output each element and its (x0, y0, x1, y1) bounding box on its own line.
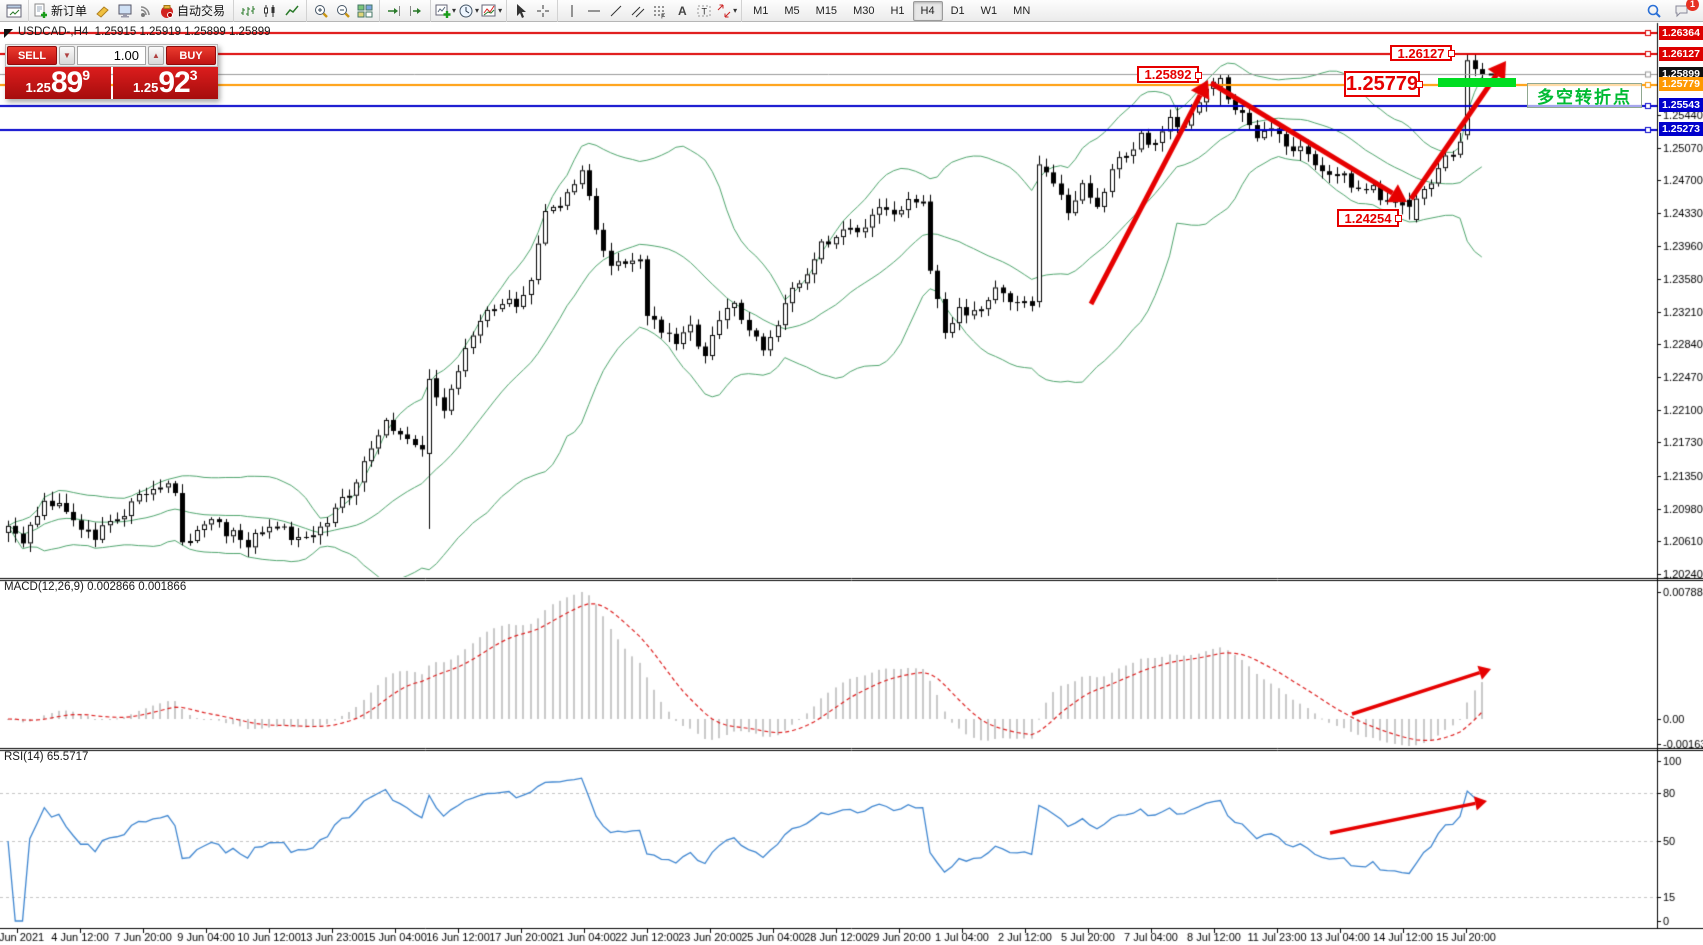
toolbar-group-objects: F A T ▾ (557, 0, 741, 22)
signals-icon[interactable] (136, 0, 158, 22)
sell-button[interactable]: SELL (7, 46, 57, 65)
timeframe-m15[interactable]: M15 (815, 4, 838, 17)
profiles-icon[interactable] (92, 0, 114, 22)
shift-chart-button[interactable] (383, 0, 405, 22)
volume-down-button[interactable]: ▼ (59, 46, 75, 65)
toolbar-group-zoom (306, 0, 379, 22)
sell-price-sup: 9 (82, 67, 90, 83)
price-tag: 1.25543 (1659, 98, 1703, 112)
svg-text:T: T (702, 6, 708, 16)
candlestick-chart-button[interactable] (259, 0, 281, 22)
new-chart-button[interactable]: ▾ (434, 0, 457, 22)
search-icon[interactable] (1643, 0, 1665, 22)
sell-price-prefix: 1.25 (25, 80, 51, 95)
price-tag: 1.25779 (1659, 77, 1703, 91)
buy-button[interactable]: BUY (166, 46, 216, 65)
timeframe-m30[interactable]: M30 (853, 4, 875, 17)
toolbar-group-new: ▾ ▾ ▾ (430, 0, 506, 22)
text-label-button[interactable]: T (693, 0, 715, 22)
timeframe-d1[interactable]: D1 (950, 4, 965, 17)
price-label-annotation[interactable]: 1.26127 (1390, 45, 1455, 61)
buy-price-prefix: 1.25 (133, 80, 159, 95)
chevron-down-icon[interactable]: ▾ (452, 6, 457, 15)
timeframe-h1[interactable]: H1 (890, 4, 905, 17)
trade-panel-prices: 1.25 89 9 1.25 92 3 (5, 67, 218, 99)
price-tag: 1.26364 (1659, 26, 1703, 40)
timeframe-m1[interactable]: M1 (753, 4, 769, 17)
support-zone-bar[interactable] (1438, 78, 1516, 87)
buy-price-big: 92 (158, 66, 190, 99)
svg-text:A: A (678, 4, 687, 18)
toolbar-group-scroll (379, 0, 430, 22)
chevron-down-icon[interactable]: ▾ (475, 6, 480, 15)
fibonacci-button[interactable]: F (649, 0, 671, 22)
buy-price[interactable]: 1.25 92 3 (112, 66, 218, 99)
text-button[interactable]: A (671, 0, 693, 22)
cursor-button[interactable] (510, 0, 532, 22)
auto-scroll-button[interactable] (405, 0, 427, 22)
bar-chart-button[interactable] (237, 0, 259, 22)
arrows-button[interactable]: ▾ (715, 0, 738, 22)
new-order-button[interactable]: 新订单 (32, 0, 92, 22)
market-watch-icon[interactable] (114, 0, 136, 22)
equidistant-channel-button[interactable] (627, 0, 649, 22)
timeframe-mn[interactable]: MN (1013, 4, 1031, 17)
toolbar-group-timeframes: M1 M5 M15 M30 H1 H4 D1 W1 MN (741, 0, 1041, 22)
notification-badge: 1 (1686, 0, 1699, 11)
svg-text:F: F (661, 13, 665, 19)
chart-ohlc-title: USDCAD-,H4 1.25915 1.25919 1.25899 1.258… (18, 26, 271, 38)
zoom-in-button[interactable] (310, 0, 332, 22)
volume-input[interactable] (77, 46, 146, 65)
toolbar-group-window (0, 0, 28, 22)
volume-up-button[interactable]: ▲ (148, 46, 164, 65)
price-tag: 1.25273 (1659, 122, 1703, 136)
vertical-line-button[interactable] (561, 0, 583, 22)
trendline-button[interactable] (605, 0, 627, 22)
chevron-down-icon[interactable]: ▾ (498, 6, 503, 15)
chat-icon[interactable]: 1 (1671, 0, 1699, 22)
price-label-annotation[interactable]: 1.25892 (1137, 66, 1202, 83)
zoom-out-button[interactable] (332, 0, 354, 22)
indicators-button[interactable]: ▾ (480, 0, 503, 22)
price-tag: 1.26127 (1659, 47, 1703, 61)
timeframe-m5[interactable]: M5 (784, 4, 800, 17)
toolbar-group-chart-type (233, 0, 306, 22)
chevron-down-icon[interactable]: ▾ (733, 6, 738, 15)
crosshair-button[interactable] (532, 0, 554, 22)
horizontal-line-button[interactable] (583, 0, 605, 22)
price-label-annotation[interactable]: 1.25779 (1344, 71, 1423, 97)
auto-trading-label: 自动交易 (177, 4, 226, 18)
toolbar-group-trading: 新订单 自动交易 (28, 0, 233, 22)
sell-price-big: 89 (50, 66, 83, 99)
price-label-annotation[interactable]: 1.24254 (1337, 209, 1402, 227)
toolbar-right: 1 (1643, 0, 1699, 22)
timeframe-h4[interactable]: H4 (912, 0, 943, 21)
rsi-label: RSI(14) 65.5717 (4, 751, 89, 763)
toolbar-group-cursor (506, 0, 557, 22)
auto-trading-button[interactable]: 自动交易 (158, 0, 230, 22)
turning-point-label[interactable]: 多空转折点 (1527, 83, 1642, 108)
buy-price-sup: 3 (189, 67, 198, 83)
trade-panel-controls: SELL ▼ ▲ BUY (5, 44, 218, 67)
sell-price[interactable]: 1.25 89 9 (5, 67, 111, 99)
toolbar: 新订单 自动交易 ▾ ▾ ▾ F A T ▾ M1 M5 (0, 0, 1703, 22)
new-order-label: 新订单 (51, 4, 88, 18)
periods-button[interactable]: ▾ (457, 0, 480, 22)
line-chart-button[interactable] (281, 0, 303, 22)
tile-windows-button[interactable] (354, 0, 376, 22)
macd-label: MACD(12,26,9) 0.002866 0.001866 (4, 581, 187, 593)
chart-corner-icon (4, 29, 13, 38)
timeframe-w1[interactable]: W1 (980, 4, 998, 17)
chart-window-icon[interactable] (3, 0, 25, 22)
